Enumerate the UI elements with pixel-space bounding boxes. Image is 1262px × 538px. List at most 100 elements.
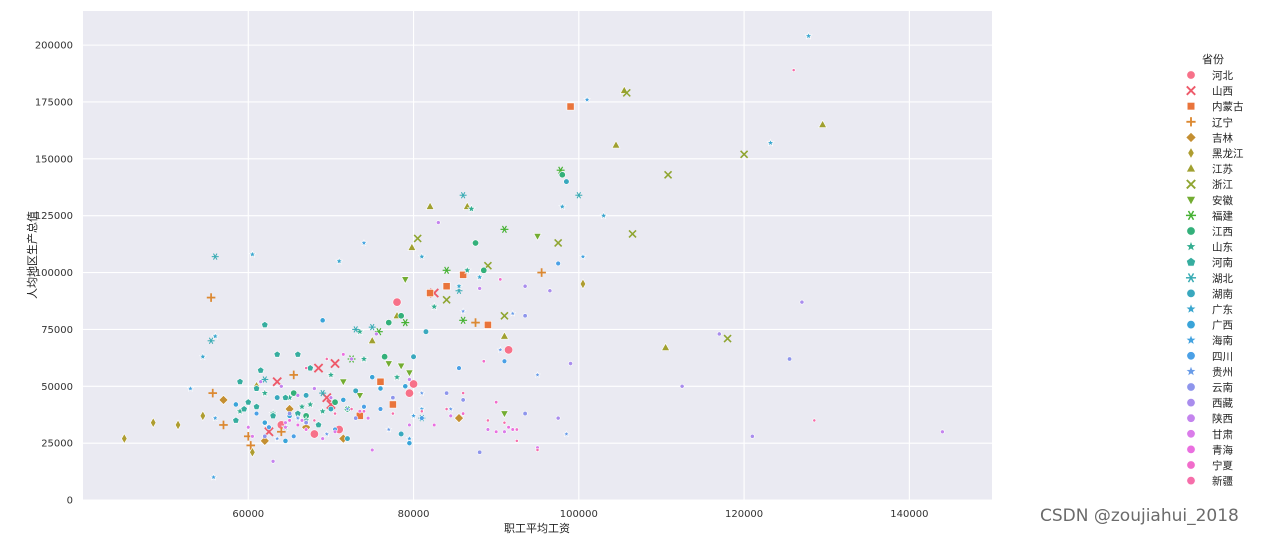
data-point — [407, 422, 412, 428]
data-point — [514, 438, 519, 443]
data-point — [486, 418, 490, 423]
data-point — [277, 427, 286, 437]
data-point — [749, 433, 755, 439]
data-point — [522, 283, 528, 289]
legend-entry-label: 新疆 — [1212, 475, 1234, 488]
data-point — [207, 337, 215, 345]
data-point — [628, 229, 637, 238]
legend-marker — [1186, 256, 1196, 267]
data-point — [261, 419, 268, 426]
legend-marker — [1185, 210, 1197, 221]
data-point — [297, 401, 307, 411]
data-point — [563, 178, 570, 185]
data-point — [385, 319, 393, 327]
data-point — [198, 352, 207, 361]
data-point — [477, 449, 483, 455]
data-point — [454, 413, 464, 424]
data-point — [326, 370, 336, 379]
data-point — [413, 234, 422, 243]
data-point — [500, 311, 509, 320]
data-point — [273, 434, 281, 442]
data-points — [121, 31, 945, 481]
data-point — [409, 379, 419, 389]
data-point — [405, 434, 414, 442]
data-point — [306, 364, 314, 372]
data-point — [454, 281, 464, 290]
data-point — [370, 447, 375, 453]
data-point — [343, 405, 352, 413]
data-point — [332, 429, 338, 434]
data-point — [460, 397, 466, 403]
legend-marker — [1185, 333, 1197, 346]
data-point — [787, 356, 793, 362]
data-point — [509, 309, 517, 317]
data-point — [499, 331, 509, 340]
data-point — [384, 360, 394, 369]
legend-marker — [1186, 226, 1196, 236]
data-point — [575, 191, 583, 199]
data-point — [558, 171, 566, 179]
data-point — [319, 317, 326, 324]
data-point — [502, 429, 507, 434]
legend-marker — [1186, 179, 1196, 190]
legend-marker — [1185, 131, 1197, 143]
data-point — [269, 412, 277, 419]
legend-marker — [1186, 460, 1196, 470]
data-point — [501, 358, 508, 364]
x-tick-label: 100000 — [560, 509, 598, 520]
data-point — [554, 238, 563, 248]
data-point — [211, 253, 219, 260]
data-point — [299, 418, 305, 423]
data-point — [199, 410, 206, 422]
data-point — [799, 299, 805, 305]
data-point — [257, 366, 265, 374]
data-point — [352, 387, 359, 394]
data-point — [333, 411, 337, 416]
data-point — [804, 31, 813, 40]
legend-entry-label: 海南 — [1212, 334, 1233, 347]
legend-entry-label: 黑龙江 — [1212, 147, 1244, 160]
data-point — [442, 282, 451, 291]
data-point — [502, 420, 507, 425]
data-point — [304, 427, 309, 432]
data-point — [401, 318, 410, 327]
legend-entry-label: 辽宁 — [1212, 116, 1233, 129]
data-point — [555, 415, 561, 421]
data-point — [407, 242, 417, 251]
data-point — [355, 392, 365, 401]
data-point — [533, 233, 542, 241]
data-point — [211, 414, 220, 422]
data-point — [402, 383, 409, 390]
data-point — [240, 405, 248, 413]
data-point — [459, 307, 467, 315]
data-point — [218, 394, 229, 405]
data-point — [331, 398, 339, 406]
data-point — [664, 170, 673, 179]
tick-labels: 60000 80000 100000 120000 140000 0 25000 50000 7… — [35, 41, 929, 520]
data-point — [219, 420, 228, 430]
data-point — [283, 425, 288, 430]
data-point — [314, 421, 323, 429]
legend-marker — [1186, 429, 1196, 439]
data-point — [294, 350, 302, 358]
data-point — [566, 102, 575, 111]
legend-marker — [1185, 196, 1197, 206]
legend-entry-label: 江西 — [1212, 226, 1233, 238]
plot-area — [83, 11, 992, 500]
legend-marker — [1186, 382, 1196, 392]
data-point — [249, 446, 256, 458]
legend-entry-label: 甘肃 — [1212, 428, 1233, 441]
legend-marker — [1185, 162, 1197, 173]
data-point — [475, 272, 484, 281]
data-point — [282, 437, 289, 444]
legend-entry-label: 河南 — [1212, 256, 1233, 269]
data-point — [562, 430, 571, 438]
data-point — [270, 459, 276, 464]
legend-entry-label: 山西 — [1212, 86, 1233, 98]
data-point — [397, 312, 405, 320]
data-point — [211, 331, 220, 340]
data-point — [622, 88, 631, 97]
data-point — [558, 202, 567, 211]
data-point — [504, 345, 514, 355]
legend-entry-label: 湖南 — [1212, 287, 1233, 300]
